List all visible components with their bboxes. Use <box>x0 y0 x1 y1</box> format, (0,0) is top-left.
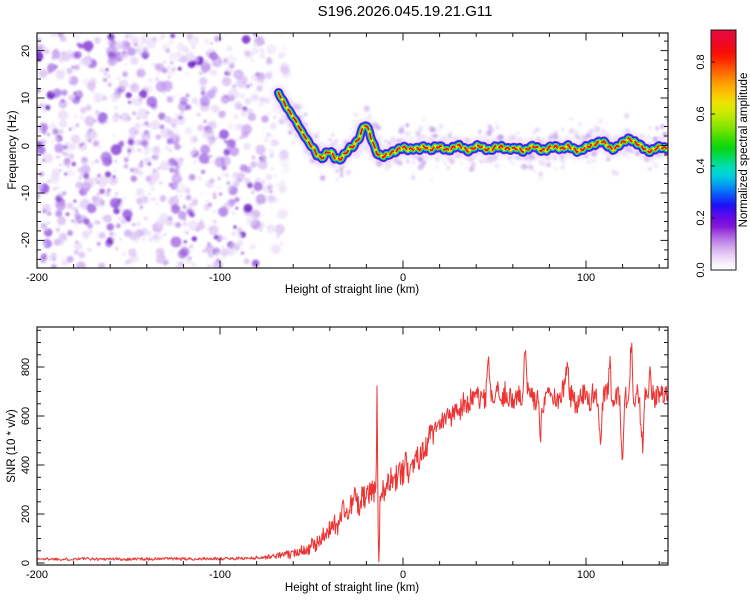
spectral-trace <box>271 85 668 168</box>
tick-label: 0.8 <box>695 54 707 70</box>
tick-label: -20 <box>20 232 32 249</box>
bottom-xaxis-label: Height of straight line (km) <box>284 582 420 594</box>
tick-label: 0 <box>399 568 407 581</box>
tick-label: 100 <box>576 568 596 581</box>
noise-field <box>37 33 292 268</box>
top-yaxis-label: Frequency (Hz) <box>7 110 19 190</box>
tick-label: 0.4 <box>695 158 707 174</box>
tick-label: 20 <box>20 44 32 57</box>
colorbar-label: Normalized spectral amplitude <box>738 72 750 228</box>
tick-label: 0.2 <box>695 210 707 226</box>
bottom-plot-frame <box>36 326 669 566</box>
tick-label: -100 <box>208 271 232 284</box>
tick-label: 100 <box>576 271 596 284</box>
bottom-yaxis-label: SNR (10 * v/v) <box>6 409 18 483</box>
tick-label: 800 <box>20 357 32 377</box>
tick-label: 0 <box>399 271 407 284</box>
tick-label: 400 <box>20 455 32 475</box>
top-plot-frame <box>36 32 669 269</box>
tick-label: -100 <box>208 568 232 581</box>
tick-label: 0 <box>20 142 32 149</box>
colorbar <box>710 29 737 271</box>
tick-label: -200 <box>25 271 49 284</box>
tick-label: 200 <box>20 504 32 524</box>
top-xaxis-label: Height of straight line (km) <box>284 284 420 296</box>
tick-label: 0 <box>20 559 32 567</box>
tick-label: 600 <box>20 406 32 426</box>
snr-line <box>37 342 668 563</box>
tick-label: 0.0 <box>695 262 707 278</box>
tick-label: 10 <box>20 91 32 105</box>
tick-label: 0.6 <box>695 106 707 122</box>
tick-label: -10 <box>20 185 32 201</box>
figure-title: S196.2026.045.19.21.G11 <box>317 3 493 20</box>
tick-label: -200 <box>25 568 49 581</box>
